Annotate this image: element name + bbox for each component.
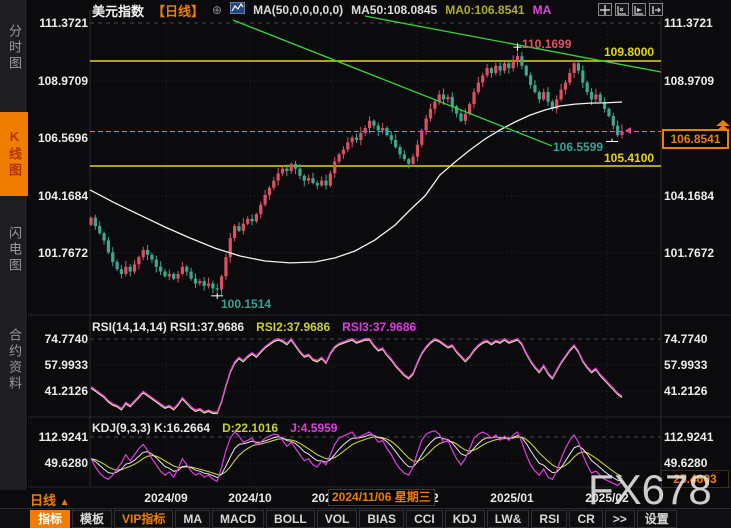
toolbar-item-kdj[interactable]: KDJ [444,509,485,528]
current-price-tag: 106.8541 [662,129,729,149]
date-tick: 2024/10 [228,491,272,505]
add-indicator-icon[interactable]: ⊕ [212,3,223,17]
price-axis-label: 101.7672 [37,246,88,260]
rsi-axis-label: 74.7740 [664,332,708,346]
swing-high-label: 110.1699 [522,37,572,51]
toolbar-item-more[interactable]: >> [604,509,635,528]
support-label: 105.4100 [604,151,655,165]
toolbar-tab-indicator[interactable]: 指标 [30,509,71,528]
toolbar-tab-template[interactable]: 模板 [72,509,113,528]
toolbar-tab-vip-indicator[interactable]: VIP指标 [114,509,174,528]
chart-header: 美元指数 【日线】 ⊕ MA(50,0,0,0,0,0) MA50:108.08… [92,1,552,19]
price-axis-label: 104.1684 [37,189,88,203]
kdj-d-value: D:22.1016 [222,421,279,435]
rsi-axis-label: 74.7740 [44,332,88,346]
price-axis-label: 111.3721 [664,16,713,30]
kdj-header: KDJ(9,3,3) K:16.2664 D:22.1016 J:4.5959 [92,421,337,435]
timeframe-selector[interactable]: 日线 ▲ [30,493,70,508]
toolbar-item-cci[interactable]: CCI [406,509,443,528]
sidebar-item-lightning-chart[interactable]: 闪电图 [7,226,22,274]
mini-chart-icon [229,1,246,19]
price-axis-label: 108.9709 [37,74,88,88]
left-sidebar: 分时图 K线图 闪电图 合约资料 [0,0,28,490]
axis-zoom-in-icon[interactable] [615,3,629,16]
price-axis-label: 104.1684 [664,189,715,203]
axis-zoom-out-icon[interactable] [632,3,646,16]
rsi-axis-label: 57.9933 [44,358,88,372]
rsi-axis-label: 41.2126 [664,384,708,398]
rsi-axis-label: 41.2126 [44,384,88,398]
kdj-value-tag: 25.4603 [661,470,729,488]
sidebar-item-time-chart[interactable]: 分时图 [7,24,22,72]
sidebar-item-kline-chart[interactable]: K线图 [0,112,28,196]
price-axis-label: 106.5696 [37,131,88,145]
rsi-header: RSI(14,14,14) RSI1:37.9686 RSI2:37.9686 … [92,320,416,334]
kdj-axis-label: 112.9241 [664,430,714,444]
kdj-axis-label: 49.6280 [44,456,88,470]
price-axis-label: 101.7672 [664,246,715,260]
period-label[interactable]: 【日线】 [152,3,205,19]
crosshair-icon[interactable] [598,3,612,16]
chart-tool-buttons [598,3,663,16]
date-tooltip: 2024/11/06 星期三 [328,489,435,506]
kdj-k-value: KDJ(9,3,3) K:16.2664 [92,421,211,435]
toolbar-item-ma[interactable]: MA [175,509,211,528]
toolbar-item-lwr[interactable]: LW& [486,509,530,528]
toolbar-item-cr[interactable]: CR [569,509,603,528]
kdj-j-value: J:4.5959 [290,421,338,435]
ma-settings: MA(50,0,0,0,0,0) [253,3,344,17]
symbol-name: 美元指数 [92,3,145,19]
shift-right-icon[interactable] [649,3,663,16]
rsi2-value: RSI2:37.9686 [256,320,331,334]
price-axis-label: 108.9709 [664,74,715,88]
rsi3-value: RSI3:37.9686 [342,320,417,334]
toolbar-item-rsi[interactable]: RSI [531,509,568,528]
toolbar-item-settings[interactable]: 设置 [636,509,677,528]
toolbar-item-vol[interactable]: VOL [316,509,358,528]
caret-up-icon: ▲ [59,497,70,508]
date-tick: 2024/09 [144,491,188,505]
recent-low-label: 106.5599 [553,140,604,154]
price-axis-label: 111.3721 [39,16,88,30]
rsi1-value: RSI(14,14,14) RSI1:37.9686 [92,320,245,334]
sidebar-item-contract-info[interactable]: 合约资料 [7,328,22,392]
toolbar-item-bias[interactable]: BIAS [359,509,405,528]
toolbar-item-macd[interactable]: MACD [212,509,265,528]
kdj-axis-label: 49.6280 [664,456,708,470]
rsi-axis-label: 57.9933 [664,358,708,372]
date-tick: 2025/01 [490,491,534,505]
major-low-label: 100.1514 [221,297,272,311]
date-tick: 2025/02 [585,491,629,505]
ma0-value: MA0:106.8541 [445,3,525,17]
ma50-value: MA50:108.0845 [351,3,438,17]
kdj-axis-label: 112.9241 [38,430,88,444]
indicator-toolbar: 指标 模板 VIP指标 MA MACD BOLL VOL BIAS CCI KD… [0,508,731,528]
ma-label: MA [532,3,552,17]
resistance-label: 109.8000 [604,45,655,59]
toolbar-item-boll[interactable]: BOLL [266,509,315,528]
